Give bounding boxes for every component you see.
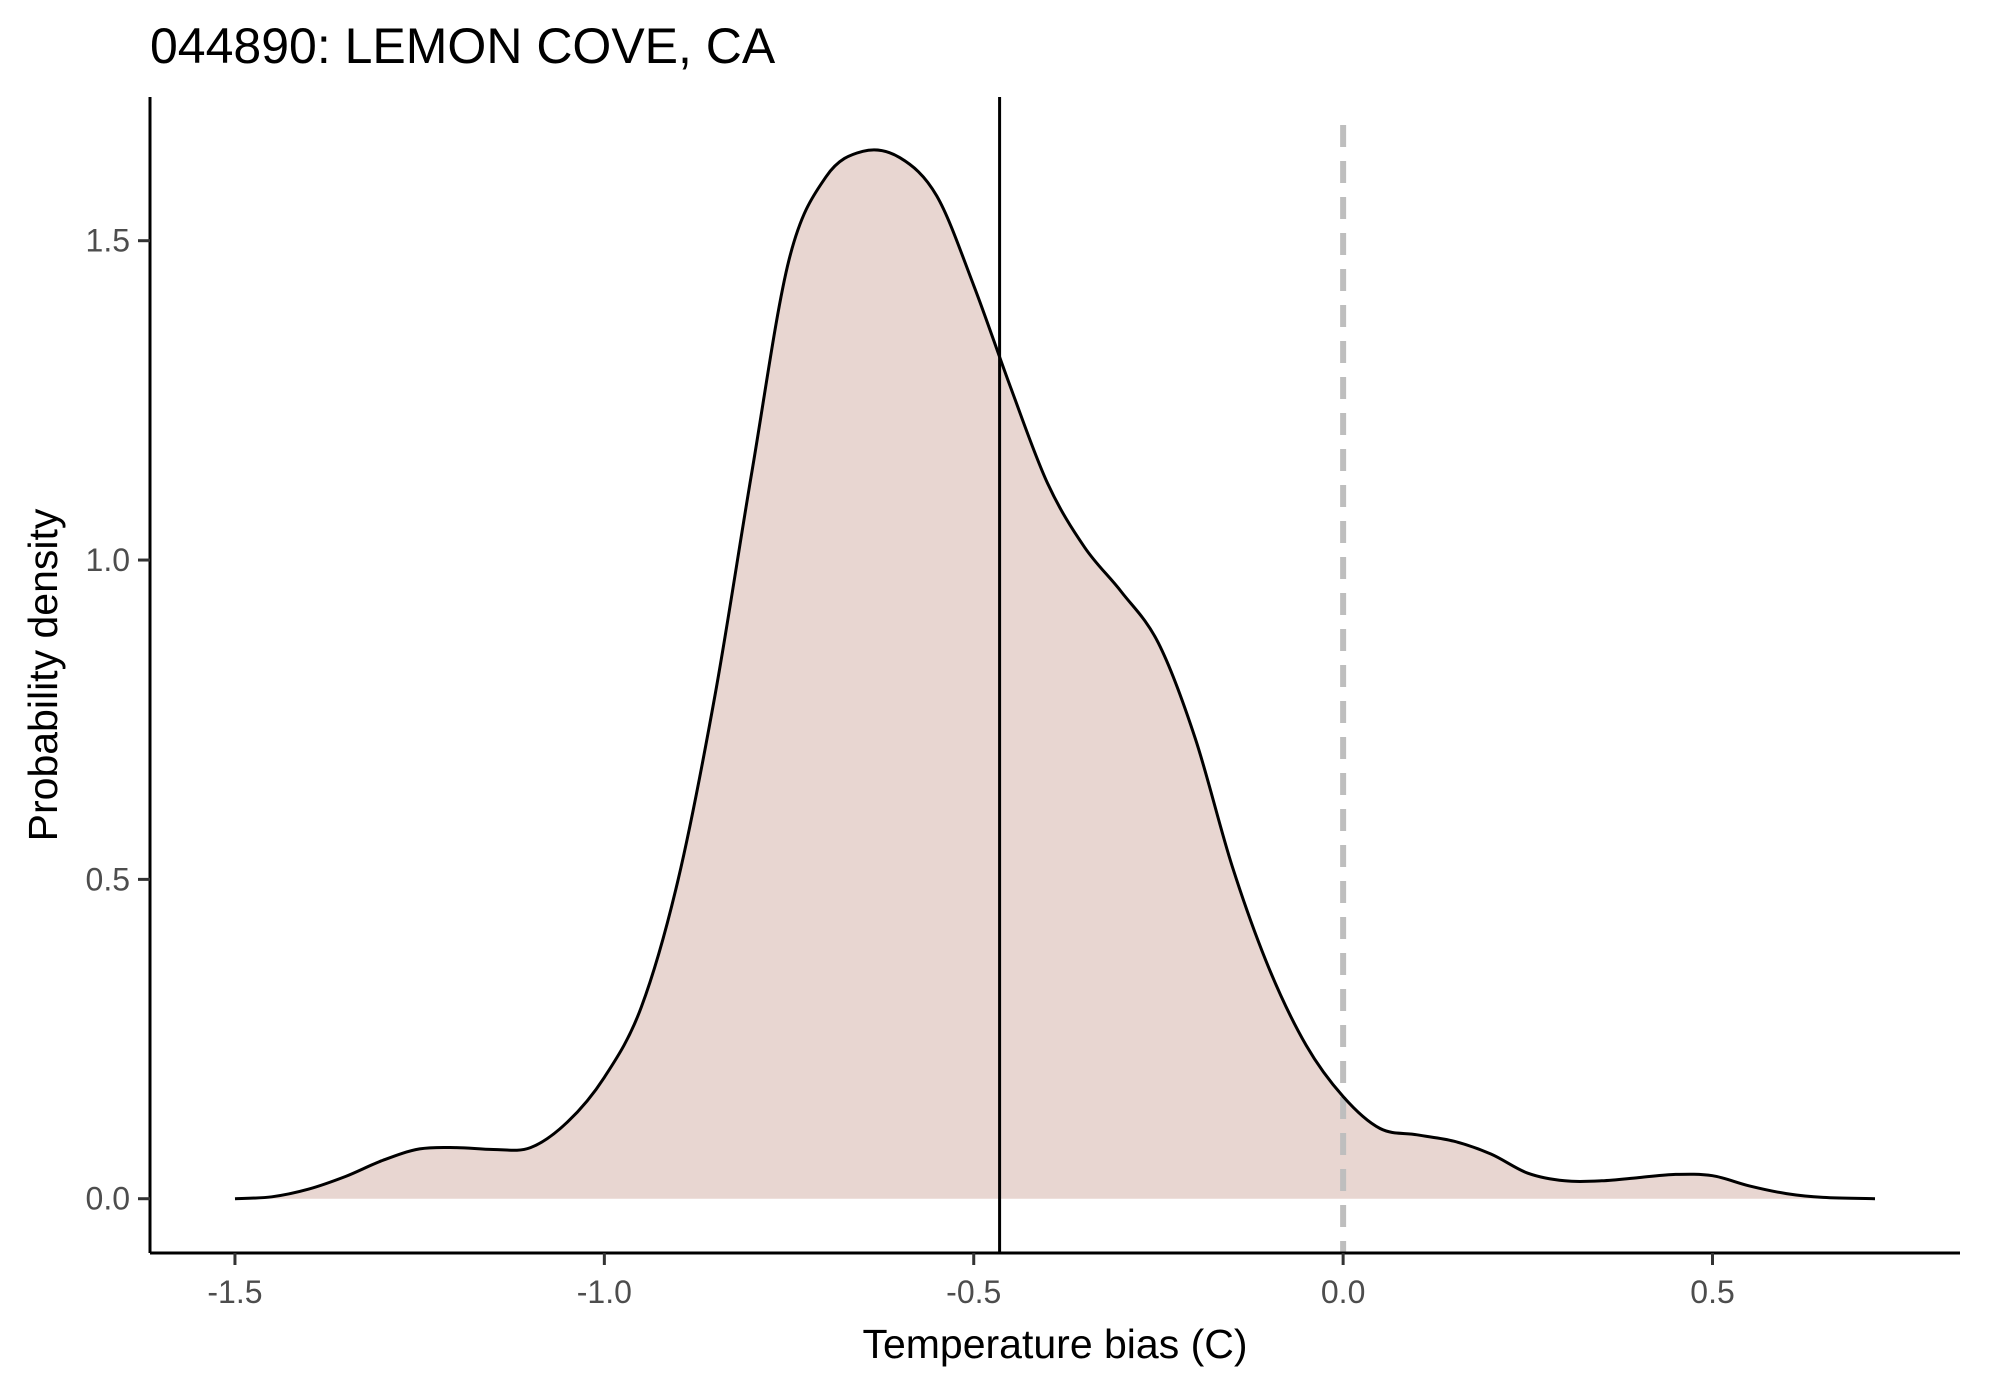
x-tick-label: 0.0 — [1321, 1274, 1365, 1310]
y-tick-label: 1.0 — [86, 542, 130, 578]
x-tick-label: -0.5 — [946, 1274, 1001, 1310]
density-fill — [235, 149, 1875, 1199]
y-tick-label: 1.5 — [86, 223, 130, 259]
y-axis-title: Probability density — [20, 508, 66, 841]
y-axis-ticks: 0.0 0.5 1.0 1.5 — [86, 223, 150, 1217]
x-tick-label: 0.5 — [1690, 1274, 1734, 1310]
density-curve — [234, 148, 1876, 1201]
x-tick-label: -1.0 — [577, 1274, 632, 1310]
chart-title: 044890: LEMON COVE, CA — [150, 18, 776, 74]
x-axis-title: Temperature bias (C) — [862, 1321, 1247, 1367]
y-tick-label: 0.0 — [86, 1181, 130, 1217]
plot-area — [234, 97, 1876, 1253]
x-tick-label: -1.5 — [207, 1274, 262, 1310]
x-axis-ticks: -1.5 -1.0 -0.5 0.0 0.5 — [207, 1253, 1735, 1310]
y-tick-label: 0.5 — [86, 861, 130, 897]
